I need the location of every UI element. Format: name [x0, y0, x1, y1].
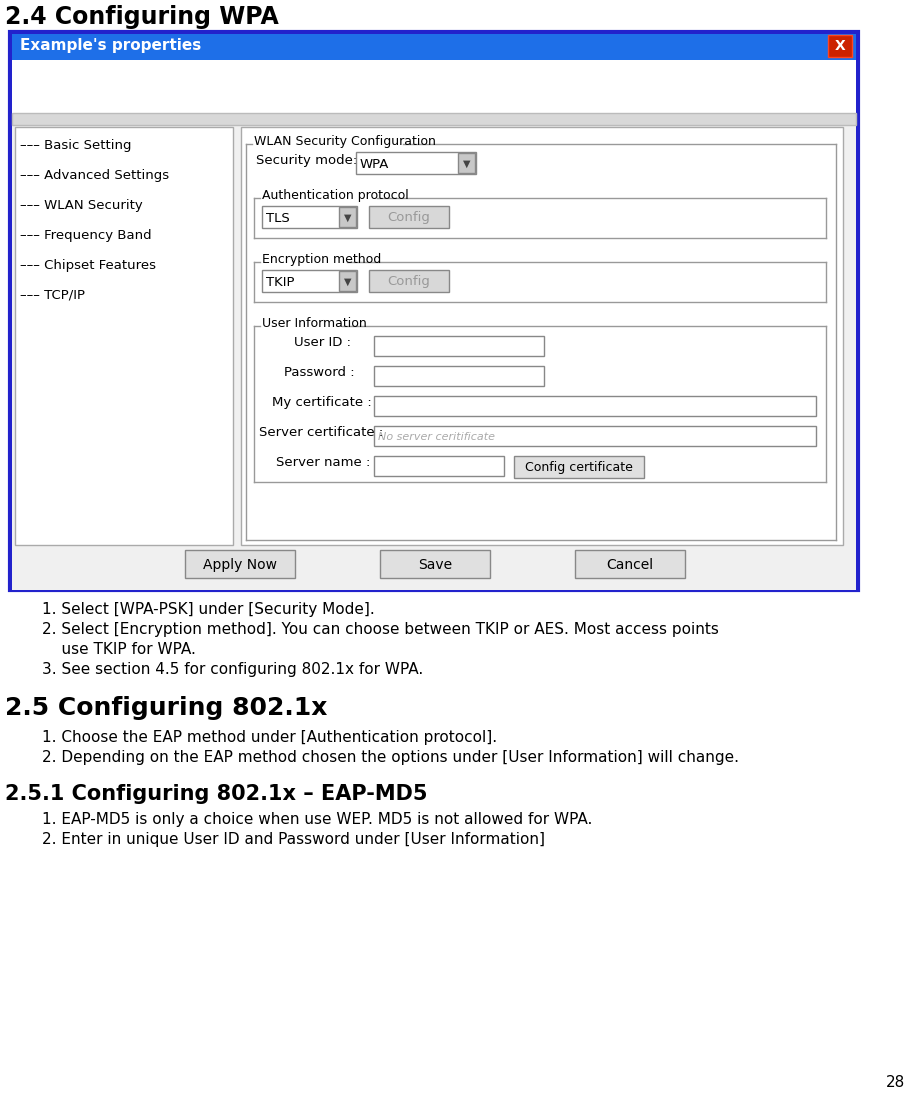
Text: ––– Frequency Band: ––– Frequency Band — [20, 229, 152, 242]
Text: 1. Select [WPA-PSK] under [Security Mode].: 1. Select [WPA-PSK] under [Security Mode… — [42, 602, 375, 617]
Text: ––– Chipset Features: ––– Chipset Features — [20, 259, 156, 271]
Bar — [374, 366, 544, 386]
Bar — [339, 207, 356, 227]
Text: ––– Advanced Settings: ––– Advanced Settings — [20, 169, 169, 182]
Bar — [575, 550, 685, 578]
Text: User Information: User Information — [262, 317, 367, 330]
Text: Encryption method: Encryption method — [262, 253, 382, 266]
Bar — [374, 396, 816, 417]
Text: Cancel: Cancel — [607, 558, 653, 571]
Text: 2.5.1 Configuring 802.1x – EAP-MD5: 2.5.1 Configuring 802.1x – EAP-MD5 — [5, 784, 427, 804]
Bar — [828, 35, 852, 57]
Text: 2. Enter in unique User ID and Password under [User Information]: 2. Enter in unique User ID and Password … — [42, 832, 545, 847]
Text: 28: 28 — [886, 1075, 905, 1090]
Bar — [12, 113, 856, 125]
Bar — [241, 127, 843, 545]
Text: No server ceritificate: No server ceritificate — [378, 432, 495, 442]
Text: 1. EAP-MD5 is only a choice when use WEP. MD5 is not allowed for WPA.: 1. EAP-MD5 is only a choice when use WEP… — [42, 812, 592, 828]
Bar — [339, 271, 356, 291]
Text: Security mode:: Security mode: — [256, 154, 357, 167]
Text: 3. See section 4.5 for configuring 802.1x for WPA.: 3. See section 4.5 for configuring 802.1… — [42, 662, 424, 677]
Text: 2.4 Configuring WPA: 2.4 Configuring WPA — [5, 5, 279, 29]
Text: Config: Config — [388, 276, 430, 289]
Bar — [380, 550, 490, 578]
Text: X: X — [834, 38, 845, 53]
Bar — [185, 550, 295, 578]
Text: Server name :: Server name : — [276, 456, 371, 469]
Text: ––– TCP/IP: ––– TCP/IP — [20, 289, 85, 302]
Text: Authentication protocol: Authentication protocol — [262, 189, 409, 202]
Text: User ID :: User ID : — [294, 336, 351, 349]
Bar — [12, 60, 856, 590]
Bar — [374, 456, 504, 476]
Text: Config: Config — [388, 211, 430, 224]
Text: TLS: TLS — [266, 211, 290, 224]
Bar — [12, 34, 856, 60]
Text: 2.5 Configuring 802.1x: 2.5 Configuring 802.1x — [5, 696, 328, 720]
Text: ▼: ▼ — [344, 277, 351, 287]
Bar — [374, 336, 544, 356]
Text: 2. Select [Encryption method]. You can choose between TKIP or AES. Most access p: 2. Select [Encryption method]. You can c… — [42, 622, 719, 637]
Bar — [10, 32, 858, 590]
Text: 2. Depending on the EAP method chosen the options under [User Information] will : 2. Depending on the EAP method chosen th… — [42, 750, 739, 765]
Text: WLAN Security Configuration: WLAN Security Configuration — [254, 135, 436, 148]
Text: Example's properties: Example's properties — [20, 38, 201, 53]
Text: My certificate :: My certificate : — [272, 396, 371, 409]
Text: Password :: Password : — [284, 366, 355, 379]
Text: ––– WLAN Security: ––– WLAN Security — [20, 199, 143, 212]
Bar — [262, 270, 357, 292]
Text: ––– Basic Setting: ––– Basic Setting — [20, 138, 132, 152]
Bar — [356, 152, 476, 174]
Text: TKIP: TKIP — [266, 276, 295, 289]
Bar — [458, 153, 475, 173]
Text: Config certificate: Config certificate — [525, 462, 633, 475]
Text: Apply Now: Apply Now — [203, 558, 277, 571]
Bar — [514, 456, 644, 478]
Bar — [15, 127, 233, 545]
Text: WPA: WPA — [360, 157, 390, 170]
Text: use TKIP for WPA.: use TKIP for WPA. — [42, 642, 196, 657]
Bar — [374, 426, 816, 446]
Text: ▼: ▼ — [344, 213, 351, 223]
Text: ▼: ▼ — [463, 159, 470, 169]
Bar — [12, 60, 856, 115]
Text: Server certificate :: Server certificate : — [259, 426, 383, 439]
Text: 1. Choose the EAP method under [Authentication protocol].: 1. Choose the EAP method under [Authenti… — [42, 730, 497, 745]
Bar — [262, 206, 357, 227]
Bar — [369, 270, 449, 292]
Text: Save: Save — [418, 558, 452, 571]
Bar — [369, 206, 449, 227]
